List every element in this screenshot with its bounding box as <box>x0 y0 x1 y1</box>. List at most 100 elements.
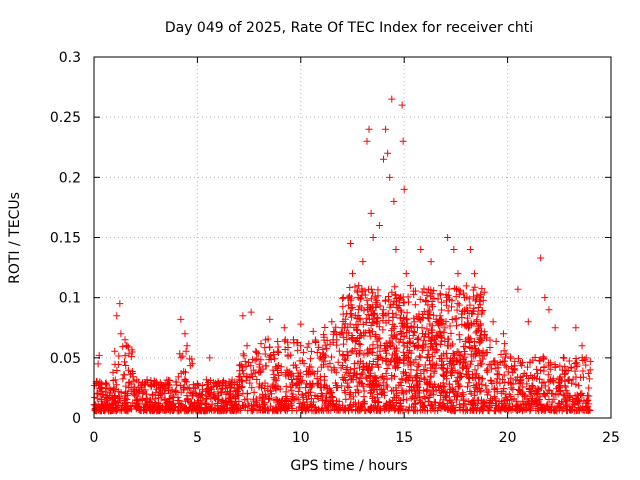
data-point <box>406 282 414 290</box>
data-point <box>126 405 134 413</box>
data-point <box>177 354 185 362</box>
data-point <box>442 297 450 305</box>
data-point <box>209 382 217 390</box>
y-tick-label: 0.3 <box>59 50 81 66</box>
data-point <box>511 405 519 413</box>
data-point <box>417 353 425 361</box>
data-point <box>422 297 430 305</box>
data-point <box>344 294 352 302</box>
data-point <box>425 315 433 323</box>
data-point <box>377 374 385 382</box>
data-point <box>464 397 472 405</box>
data-point <box>494 360 502 368</box>
data-point <box>400 314 408 322</box>
data-point <box>430 294 438 302</box>
data-point <box>385 292 393 300</box>
data-point <box>466 335 474 343</box>
data-point <box>302 384 310 392</box>
data-point <box>364 310 372 318</box>
data-point <box>398 308 406 316</box>
data-point <box>415 352 423 360</box>
data-point <box>403 309 411 317</box>
data-point <box>437 282 445 290</box>
data-point <box>366 332 374 340</box>
data-point <box>122 382 130 390</box>
data-point <box>223 406 231 414</box>
data-point <box>294 369 302 377</box>
data-point <box>379 317 387 325</box>
data-point <box>413 393 421 401</box>
data-point <box>339 362 347 370</box>
data-point <box>576 391 584 399</box>
data-point <box>238 401 246 409</box>
data-point <box>320 333 328 341</box>
data-point <box>274 362 282 370</box>
data-point <box>339 406 347 414</box>
data-point <box>455 331 463 339</box>
data-point <box>406 357 414 365</box>
data-point <box>372 298 380 306</box>
data-point <box>109 377 117 385</box>
data-point <box>465 368 473 376</box>
data-point <box>522 401 530 409</box>
data-point <box>367 209 375 217</box>
data-point <box>440 328 448 336</box>
data-point <box>374 335 382 343</box>
data-point <box>281 406 289 414</box>
data-point <box>349 376 357 384</box>
data-point <box>440 396 448 404</box>
data-point <box>359 258 367 266</box>
data-point <box>433 332 441 340</box>
data-point <box>330 364 338 372</box>
data-point <box>360 351 368 359</box>
data-point <box>375 221 383 229</box>
data-point <box>274 396 282 404</box>
data-point <box>449 340 457 348</box>
data-point <box>460 343 468 351</box>
data-point <box>398 375 406 383</box>
data-point <box>529 374 537 382</box>
data-point <box>466 301 474 309</box>
data-point <box>456 370 464 378</box>
data-point <box>339 350 347 358</box>
data-point <box>159 383 167 391</box>
data-point <box>445 380 453 388</box>
data-point <box>341 387 349 395</box>
data-point <box>415 361 423 369</box>
data-point <box>537 366 545 374</box>
data-point <box>436 312 444 320</box>
data-point <box>313 380 321 388</box>
data-point <box>516 387 524 395</box>
data-point <box>238 366 246 374</box>
data-point <box>150 403 158 411</box>
y-tick-label: 0.15 <box>50 231 81 247</box>
data-point <box>515 355 523 363</box>
data-point <box>407 366 415 374</box>
data-point <box>444 307 452 315</box>
data-point <box>276 385 284 393</box>
data-point <box>206 354 214 362</box>
data-point <box>399 293 407 301</box>
data-point <box>400 359 408 367</box>
data-point <box>417 398 425 406</box>
x-tick-label: 25 <box>602 430 620 446</box>
data-point <box>210 394 218 402</box>
data-point <box>382 369 390 377</box>
data-point <box>462 282 470 290</box>
data-point <box>353 370 361 378</box>
data-point <box>401 351 409 359</box>
data-point <box>265 356 273 364</box>
data-point <box>492 407 500 415</box>
data-point <box>472 374 480 382</box>
data-point <box>130 391 138 399</box>
data-point <box>424 397 432 405</box>
data-point <box>499 376 507 384</box>
data-point <box>402 368 410 376</box>
data-point <box>545 378 553 386</box>
data-point <box>478 310 486 318</box>
data-point <box>356 340 364 348</box>
data-point <box>455 404 463 412</box>
data-point <box>274 372 282 380</box>
data-point <box>271 375 279 383</box>
data-point <box>442 349 450 357</box>
